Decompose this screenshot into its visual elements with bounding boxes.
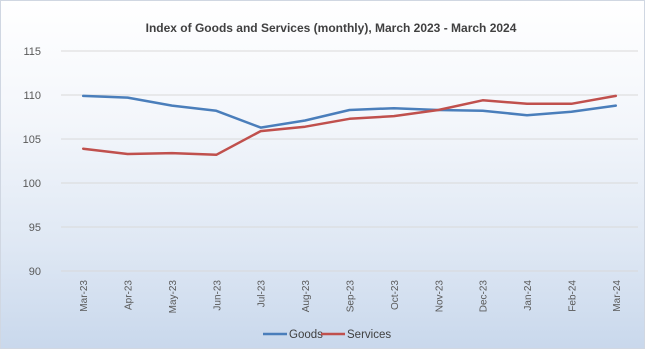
legend: Goods Services <box>263 329 391 341</box>
x-tick-label: May-23 <box>168 280 179 314</box>
y-tick-label: 115 <box>23 46 41 58</box>
chart-title: Index of Goods and Services (monthly), M… <box>146 21 517 35</box>
x-tick-label: Mar-23 <box>79 280 90 312</box>
x-axis: Mar-23 Apr-23 May-23 Jun-23 Jul-23 Aug-23 Sep-… <box>79 280 623 314</box>
y-axis: 90 95 100 105 110 115 <box>23 46 41 278</box>
x-tick-label: Jul-23 <box>257 280 268 308</box>
y-tick-label: 105 <box>23 134 41 146</box>
x-tick-label: Jun-23 <box>212 280 223 311</box>
y-tick-label: 110 <box>23 90 41 102</box>
x-tick-label: Dec-23 <box>479 280 490 313</box>
x-tick-label: Feb-24 <box>567 280 578 312</box>
y-tick-label: 90 <box>29 266 41 278</box>
gridlines <box>61 50 638 272</box>
series-lines <box>81 94 618 157</box>
series-line-services <box>81 94 618 157</box>
series-line-goods <box>81 94 618 129</box>
x-tick-label: Apr-23 <box>124 280 135 310</box>
x-tick-label: Aug-23 <box>301 280 312 313</box>
x-tick-label: Jan-24 <box>523 280 534 311</box>
y-tick-label: 95 <box>29 222 41 234</box>
legend-label-goods: Goods <box>289 329 323 341</box>
x-tick-label: Sep-23 <box>346 280 357 313</box>
x-tick-label: Mar-24 <box>612 280 623 312</box>
y-tick-label: 100 <box>23 178 41 190</box>
x-tick-label: Oct-23 <box>390 280 401 310</box>
legend-label-services: Services <box>347 329 391 341</box>
x-tick-label: Nov-23 <box>434 280 445 313</box>
